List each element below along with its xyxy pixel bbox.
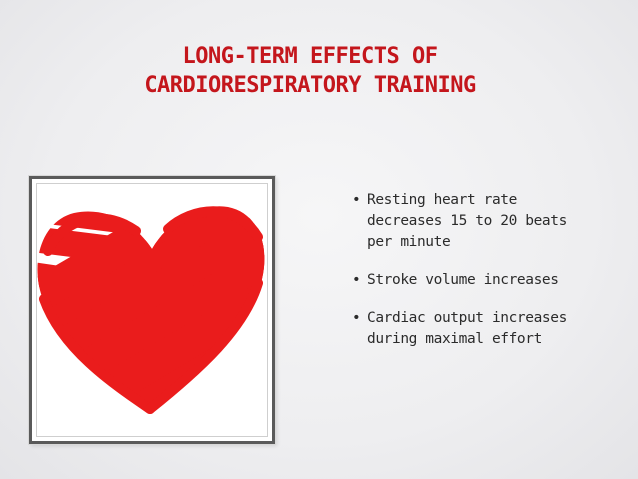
bullet-item-stroke-volume: • Stroke volume increases	[352, 270, 602, 291]
bullet-line: Stroke volume increases	[367, 272, 559, 288]
scribbled-heart-icon	[37, 206, 265, 414]
title-line-2: CARDIORESPIRATORY TRAINING	[144, 73, 476, 98]
bullet-dot-icon: •	[352, 272, 361, 288]
bullet-item-resting-heart-rate: • Resting heart rate decreases 15 to 20 …	[352, 190, 602, 253]
bullet-list: • Resting heart rate decreases 15 to 20 …	[352, 190, 602, 367]
bullet-line: Resting heart rate	[367, 192, 517, 208]
bullet-item-cardiac-output: • Cardiac output increases during maxima…	[352, 308, 602, 350]
bullet-line: decreases 15 to 20 beats	[367, 213, 567, 229]
bullet-dot-icon: •	[352, 192, 361, 208]
bullet-line: during maximal effort	[367, 331, 542, 347]
slide-title: LONG-TERM EFFECTS OF CARDIORESPIRATORY T…	[100, 42, 520, 100]
bullet-dot-icon: •	[352, 310, 361, 326]
title-line-1: LONG-TERM EFFECTS OF	[182, 44, 438, 69]
bullet-line: per minute	[367, 234, 451, 250]
bullet-line: Cardiac output increases	[367, 310, 567, 326]
heart-image-frame	[29, 176, 275, 444]
